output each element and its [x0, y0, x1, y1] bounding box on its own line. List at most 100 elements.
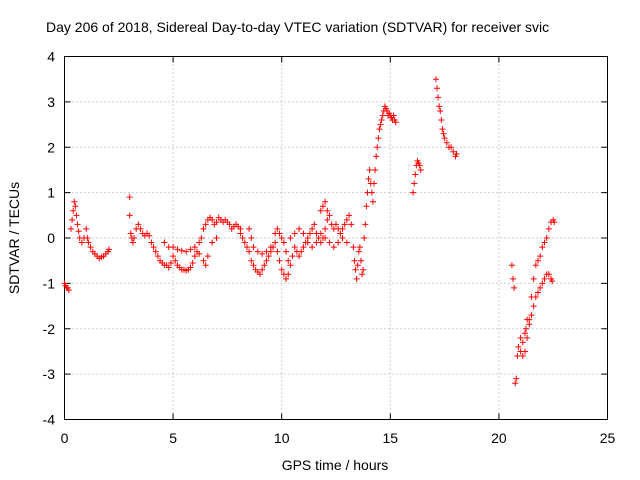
data-point	[532, 262, 539, 269]
y-tick-label: -1	[43, 275, 56, 291]
data-point	[75, 228, 82, 235]
data-point	[354, 262, 361, 269]
data-point	[187, 264, 194, 271]
data-point	[534, 257, 541, 264]
data-point	[411, 180, 418, 187]
data-point	[278, 235, 285, 241]
data-point	[189, 259, 196, 266]
data-point	[283, 248, 290, 255]
data-point	[366, 166, 373, 173]
data-point	[272, 239, 279, 246]
data-point	[129, 239, 136, 246]
y-tick-label: 4	[47, 49, 55, 65]
data-point	[183, 248, 190, 255]
data-point	[161, 239, 168, 246]
data-point	[519, 339, 526, 346]
data-point	[285, 257, 292, 264]
data-point	[353, 275, 360, 282]
data-point	[337, 230, 344, 237]
data-point	[343, 216, 350, 223]
data-point	[287, 235, 294, 241]
y-tick-label: 2	[47, 139, 55, 155]
data-point	[543, 235, 550, 241]
data-point	[339, 235, 346, 241]
data-point	[239, 235, 246, 241]
data-point	[352, 266, 359, 273]
data-point	[523, 325, 530, 332]
data-point	[339, 225, 346, 232]
data-point	[280, 239, 287, 246]
data-point	[152, 248, 159, 255]
data-point	[289, 253, 296, 260]
data-point	[317, 230, 324, 237]
data-point	[70, 207, 77, 214]
data-point	[285, 271, 292, 278]
data-point	[360, 266, 367, 273]
chart-title: Day 206 of 2018, Sidereal Day-to-day VTE…	[46, 19, 549, 35]
data-point	[350, 244, 357, 251]
data-point	[377, 121, 384, 128]
data-point	[524, 334, 531, 341]
data-point	[150, 244, 157, 251]
data-point	[250, 262, 257, 269]
data-point	[410, 189, 417, 196]
data-point	[512, 380, 519, 387]
data-point	[541, 239, 548, 246]
data-point	[200, 225, 207, 232]
y-tick-label: 3	[47, 94, 55, 110]
data-point	[311, 221, 318, 228]
data-point	[146, 232, 153, 239]
data-point	[351, 257, 358, 264]
data-point	[191, 253, 198, 260]
y-tick-label: 0	[47, 230, 55, 246]
data-point	[300, 230, 307, 237]
data-point	[84, 235, 91, 241]
data-point	[448, 144, 455, 151]
data-point	[326, 239, 333, 246]
data-point	[291, 244, 298, 251]
data-points	[61, 76, 558, 387]
y-tick-label: 1	[47, 185, 55, 201]
data-point	[274, 248, 281, 255]
data-point	[241, 239, 248, 246]
data-point	[172, 257, 179, 264]
x-tick-label: 15	[383, 430, 399, 446]
data-point	[204, 253, 211, 260]
data-point	[514, 352, 521, 359]
data-point	[439, 126, 446, 133]
data-point	[73, 212, 80, 219]
data-point	[87, 244, 94, 251]
data-point	[521, 330, 528, 337]
x-tick-label: 25	[600, 430, 616, 446]
x-tick-label: 20	[491, 430, 507, 446]
data-point	[291, 230, 298, 237]
data-point	[127, 230, 134, 237]
data-point	[440, 130, 447, 137]
data-point	[263, 257, 270, 264]
data-point	[202, 221, 209, 228]
data-point	[287, 262, 294, 269]
data-point	[357, 257, 364, 264]
data-point	[376, 126, 383, 133]
data-point	[202, 262, 209, 269]
data-point	[267, 244, 274, 251]
data-point	[551, 219, 558, 226]
data-point	[276, 230, 283, 237]
data-point	[322, 235, 329, 241]
data-point	[317, 207, 324, 214]
data-point	[165, 264, 172, 271]
data-point	[326, 212, 333, 219]
data-point	[154, 253, 161, 260]
data-point	[72, 203, 79, 210]
y-tick-label: -4	[43, 412, 56, 428]
data-point	[298, 248, 305, 255]
data-point	[174, 246, 181, 253]
data-point	[259, 250, 266, 257]
data-point	[355, 248, 362, 255]
data-point	[304, 239, 311, 246]
x-axis-label: GPS time / hours	[282, 457, 389, 473]
data-point	[126, 194, 133, 201]
data-point	[333, 221, 339, 228]
data-point	[209, 239, 216, 246]
data-point	[196, 250, 203, 257]
